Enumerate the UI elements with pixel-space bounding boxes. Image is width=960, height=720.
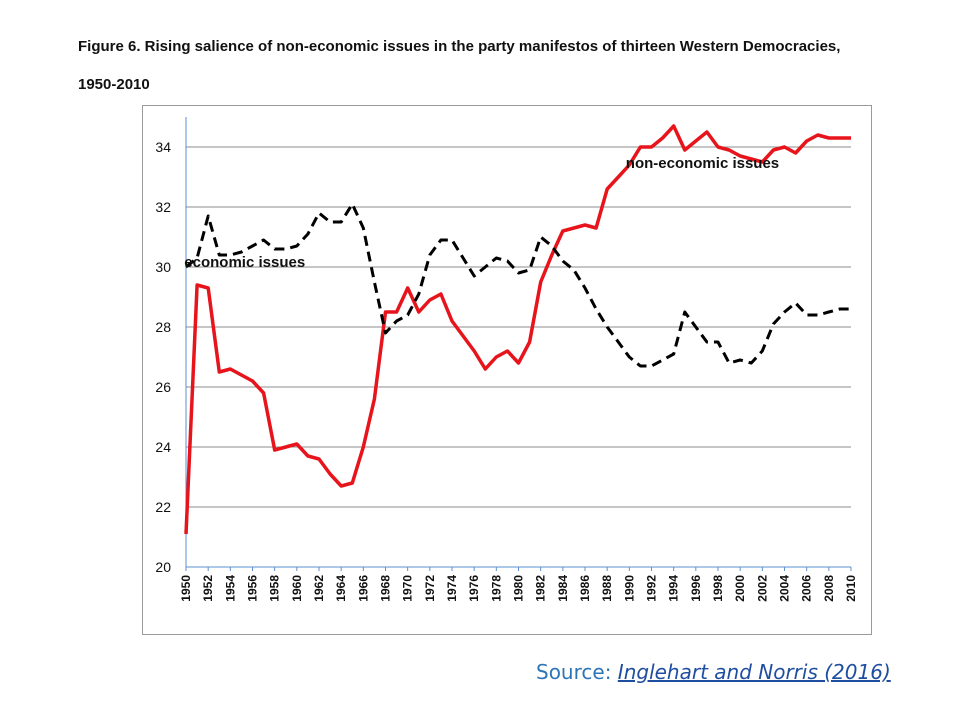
y-tick-label: 32 — [155, 199, 171, 215]
x-tick-label: 1960 — [290, 575, 304, 602]
figure-title: Figure 6. Rising salience of non-economi… — [78, 38, 841, 93]
x-tick-label: 1982 — [534, 575, 548, 602]
series-annotations: non-economic issues economic issues — [184, 155, 779, 271]
annotation-label: economic issues — [184, 254, 305, 271]
x-tick-label: 2010 — [844, 575, 858, 602]
y-tick-labels: 20 22 24 26 28 30 32 34 — [155, 139, 171, 575]
series-line-non-economic-issues — [184, 124, 851, 535]
x-tick-label: 1996 — [689, 575, 703, 602]
x-tick-label: 1988 — [600, 575, 614, 602]
y-tick-label: 22 — [155, 499, 171, 515]
series-line-economic-issues — [185, 202, 851, 368]
y-tick-label: 28 — [155, 319, 171, 335]
x-tick-labels: 1950 1952 1954 1956 1958 1960 1962 1964 1966 1968… — [179, 575, 858, 602]
x-tick-label: 1984 — [556, 575, 570, 602]
x-tick-label: 1994 — [667, 575, 681, 602]
x-tick-label: 1954 — [223, 575, 237, 602]
x-tick-label: 1978 — [489, 575, 503, 602]
y-tick-label: 24 — [155, 439, 171, 455]
x-tick-label: 1952 — [201, 575, 215, 602]
gridlines — [186, 146, 851, 508]
x-tick-label: 1986 — [578, 575, 592, 602]
x-tick-label: 1962 — [312, 575, 326, 602]
x-tick-label: 2006 — [800, 575, 814, 602]
x-tick-label: 2008 — [822, 575, 836, 602]
x-tick-label: 1956 — [246, 575, 260, 602]
axes — [185, 117, 852, 571]
x-tick-label: 1968 — [379, 575, 393, 602]
source-citation: Source: Inglehart and Norris (2016) — [536, 660, 891, 684]
x-tick-label: 1990 — [622, 575, 636, 602]
x-tick-label: 1976 — [467, 575, 481, 602]
x-tick-label: 1972 — [423, 575, 437, 602]
x-tick-label: 1950 — [179, 575, 193, 602]
chart-frame — [142, 105, 872, 635]
x-tick-label: 1992 — [645, 575, 659, 602]
y-tick-label: 30 — [155, 259, 171, 275]
x-tick-label: 2004 — [778, 575, 792, 602]
series-lines — [184, 124, 851, 535]
x-tick-label: 1970 — [401, 575, 415, 602]
x-tick-label: 1974 — [445, 575, 459, 602]
x-tick-label: 1958 — [268, 575, 282, 602]
x-tick-label: 1998 — [711, 575, 725, 602]
y-tick-label: 20 — [155, 559, 171, 575]
x-tick-label: 2002 — [755, 575, 769, 602]
source-link[interactable]: Inglehart and Norris (2016) — [617, 660, 891, 684]
x-tick-label: 1964 — [334, 575, 348, 602]
y-tick-label: 34 — [155, 139, 171, 155]
x-tick-label: 2000 — [733, 575, 747, 602]
source-label: Source: — [536, 660, 612, 684]
annotation-label: non-economic issues — [626, 155, 779, 172]
x-tick-label: 1966 — [356, 575, 370, 602]
x-tick-label: 1980 — [512, 575, 526, 602]
y-tick-label: 26 — [155, 379, 171, 395]
